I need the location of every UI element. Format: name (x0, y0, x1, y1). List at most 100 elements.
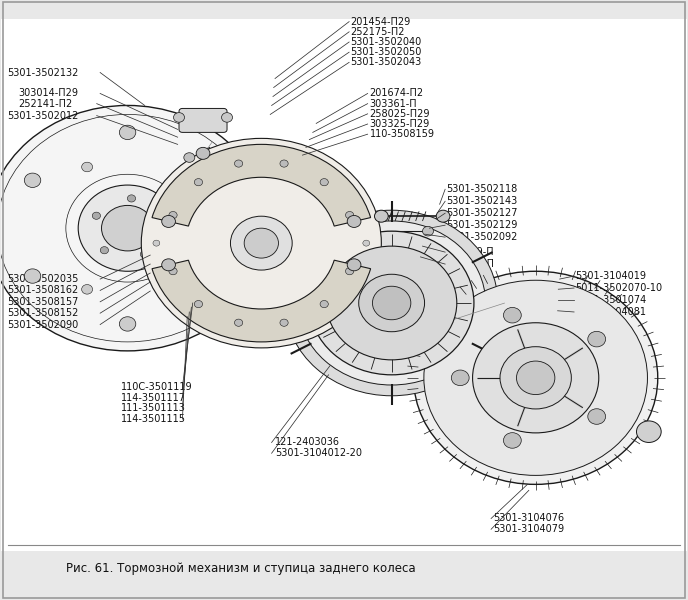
Circle shape (0, 106, 268, 351)
Circle shape (258, 149, 265, 155)
Circle shape (206, 161, 213, 167)
Circle shape (363, 240, 369, 246)
Circle shape (347, 215, 361, 227)
Circle shape (173, 113, 184, 122)
Text: 5301-3502040: 5301-3502040 (350, 37, 422, 47)
Circle shape (24, 269, 41, 283)
Text: 201674-П2: 201674-П2 (369, 88, 424, 98)
Circle shape (310, 319, 317, 325)
Circle shape (82, 162, 93, 172)
Circle shape (184, 153, 195, 163)
Text: 5301-3502035: 5301-3502035 (8, 274, 79, 284)
Circle shape (345, 211, 354, 218)
Circle shape (194, 179, 202, 186)
Text: 303325-П29: 303325-П29 (369, 119, 430, 129)
Circle shape (500, 347, 571, 409)
Text: 5301-3502143: 5301-3502143 (447, 196, 518, 206)
Circle shape (157, 218, 165, 226)
Text: 5301-3104079: 5301-3104079 (493, 524, 564, 534)
Circle shape (78, 185, 177, 271)
Circle shape (140, 251, 149, 258)
Text: 5301-3501074: 5301-3501074 (575, 295, 647, 305)
Circle shape (162, 215, 175, 227)
Circle shape (127, 195, 136, 202)
Circle shape (169, 211, 177, 218)
Text: 252175-П2: 252175-П2 (350, 27, 405, 37)
Circle shape (588, 331, 605, 347)
Circle shape (422, 226, 433, 236)
Circle shape (413, 271, 658, 484)
Circle shape (162, 259, 175, 271)
Circle shape (203, 223, 214, 233)
Text: 5301-3104081: 5301-3104081 (575, 307, 647, 317)
Circle shape (292, 216, 491, 390)
Text: 5011-3502070-10: 5011-3502070-10 (575, 283, 663, 293)
FancyBboxPatch shape (179, 109, 227, 133)
Circle shape (222, 113, 233, 122)
Text: AUTOTER.RU: AUTOTER.RU (226, 288, 406, 312)
Circle shape (153, 240, 160, 246)
Circle shape (24, 173, 41, 187)
FancyBboxPatch shape (1, 19, 687, 551)
Circle shape (320, 301, 328, 308)
Text: 307232-П: 307232-П (447, 259, 495, 269)
Circle shape (235, 319, 243, 326)
Text: Рис. 61. Тормозной механизм и ступица заднего колеса: Рис. 61. Тормозной механизм и ступица за… (66, 562, 416, 575)
Circle shape (310, 161, 317, 167)
Text: 5301-3508157: 5301-3508157 (8, 297, 79, 307)
Circle shape (327, 246, 457, 360)
Circle shape (119, 125, 136, 140)
Text: 114-3501117: 114-3501117 (120, 392, 186, 403)
Circle shape (169, 268, 177, 275)
Circle shape (194, 301, 202, 308)
Text: 114-3501115: 114-3501115 (120, 414, 186, 424)
Text: 303361-П: 303361-П (369, 98, 418, 109)
Wedge shape (152, 260, 371, 342)
Text: 5301-3508162: 5301-3508162 (8, 286, 79, 295)
Circle shape (280, 319, 288, 326)
Text: 5301-3502092: 5301-3502092 (447, 232, 518, 242)
Circle shape (451, 370, 469, 386)
Circle shape (100, 247, 109, 254)
Circle shape (230, 216, 292, 270)
Circle shape (82, 284, 93, 294)
Circle shape (320, 179, 328, 186)
Text: 5301-3502118: 5301-3502118 (447, 184, 518, 194)
Circle shape (636, 421, 661, 442)
Circle shape (244, 228, 279, 258)
Text: 5301-3502127: 5301-3502127 (447, 208, 518, 218)
Circle shape (424, 280, 647, 475)
Text: 5301-3104076: 5301-3104076 (493, 514, 564, 523)
Circle shape (119, 317, 136, 331)
Text: 5301-3502043: 5301-3502043 (350, 58, 422, 67)
Circle shape (141, 139, 381, 348)
Circle shape (347, 259, 361, 271)
Text: 258025-П29: 258025-П29 (369, 109, 430, 119)
Text: 5301-3502132: 5301-3502132 (8, 68, 79, 77)
Wedge shape (308, 258, 410, 348)
Text: 201454-П29: 201454-П29 (350, 17, 411, 26)
Circle shape (310, 231, 474, 375)
Circle shape (517, 361, 555, 395)
Circle shape (196, 148, 210, 160)
Circle shape (504, 307, 522, 323)
Text: 5301-3502050: 5301-3502050 (350, 47, 422, 57)
Circle shape (345, 268, 354, 275)
Circle shape (167, 286, 174, 292)
Circle shape (206, 319, 213, 325)
Circle shape (374, 210, 388, 222)
Circle shape (102, 205, 153, 251)
Text: 303014-П29: 303014-П29 (18, 88, 78, 98)
Circle shape (473, 323, 599, 433)
Circle shape (280, 160, 288, 167)
Text: 5301-3104019: 5301-3104019 (575, 271, 647, 281)
Circle shape (349, 286, 356, 292)
Circle shape (349, 194, 356, 200)
Text: 5301-3508152: 5301-3508152 (8, 308, 79, 318)
Circle shape (504, 433, 522, 448)
Circle shape (258, 332, 265, 338)
Circle shape (436, 210, 450, 222)
Circle shape (167, 194, 174, 200)
Text: 5301-3104012-20: 5301-3104012-20 (275, 448, 362, 458)
Circle shape (588, 409, 605, 424)
